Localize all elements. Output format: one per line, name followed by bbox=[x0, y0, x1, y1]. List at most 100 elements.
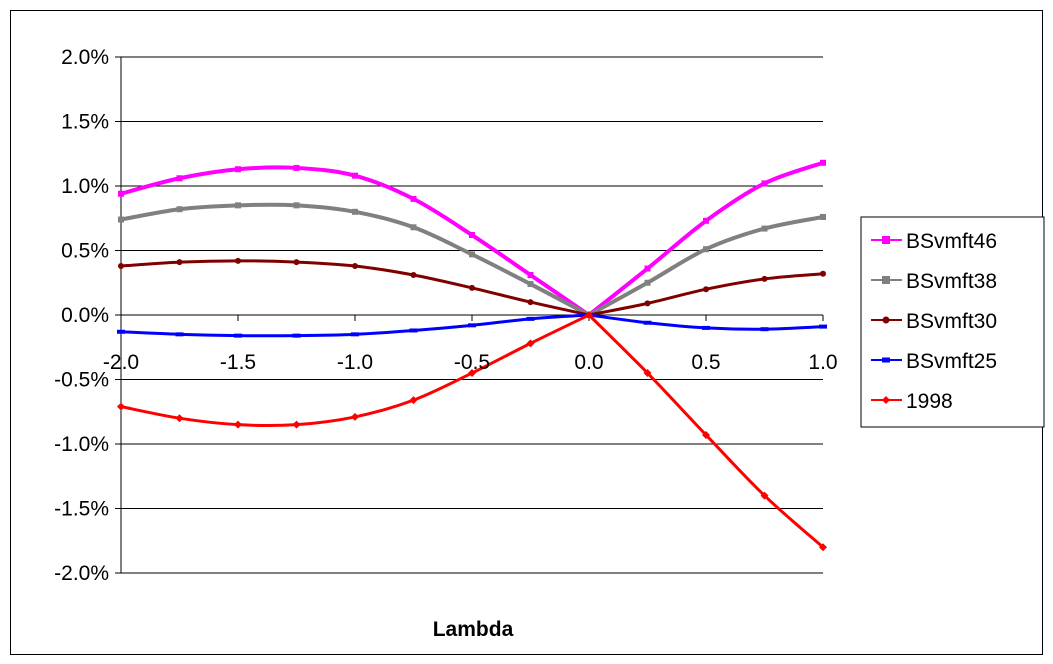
y-tick-label: 1.0% bbox=[61, 175, 109, 198]
data-point bbox=[235, 202, 241, 209]
data-point bbox=[410, 224, 417, 231]
legend-label: BSvmft38 bbox=[906, 270, 997, 293]
data-point bbox=[819, 543, 827, 552]
data-point bbox=[703, 246, 709, 253]
legend-item: BSvmft25 bbox=[871, 350, 997, 373]
data-point bbox=[702, 325, 710, 330]
data-point bbox=[644, 300, 651, 307]
data-point bbox=[176, 206, 183, 213]
data-point bbox=[118, 216, 124, 223]
data-point bbox=[118, 190, 124, 197]
legend-item: 1998 bbox=[871, 390, 953, 413]
data-point bbox=[234, 333, 242, 338]
data-point bbox=[175, 414, 184, 423]
data-point bbox=[235, 166, 241, 173]
series-lines bbox=[117, 159, 827, 552]
y-tick-label: 0.5% bbox=[61, 240, 109, 263]
legend-label: BSvmft46 bbox=[906, 230, 997, 253]
x-tick-label: 1.0 bbox=[808, 351, 837, 374]
legend-marker bbox=[882, 276, 890, 284]
data-point bbox=[643, 320, 652, 325]
series-BSvmft38 bbox=[118, 202, 826, 318]
data-point bbox=[352, 208, 358, 215]
data-point bbox=[643, 369, 652, 378]
legend-item: BSvmft30 bbox=[871, 310, 997, 333]
y-tick-label: 1.5% bbox=[61, 111, 109, 134]
legend-label: 1998 bbox=[906, 390, 953, 413]
data-point bbox=[234, 420, 242, 429]
data-point bbox=[527, 281, 534, 288]
data-point bbox=[410, 272, 417, 279]
series-line bbox=[120, 165, 591, 317]
x-tick-label: -1.0 bbox=[337, 351, 373, 374]
data-point bbox=[468, 323, 476, 328]
data-point bbox=[409, 328, 418, 333]
data-point bbox=[292, 333, 301, 338]
data-point bbox=[761, 275, 768, 282]
x-tick-label: 0.5 bbox=[691, 351, 720, 374]
data-point bbox=[760, 491, 769, 500]
data-point bbox=[644, 279, 651, 286]
legend-label: BSvmft30 bbox=[906, 310, 997, 333]
x-tick-label: 0.0 bbox=[574, 351, 603, 374]
axes bbox=[120, 57, 824, 573]
data-point bbox=[526, 316, 535, 321]
data-point bbox=[176, 259, 183, 266]
data-point bbox=[293, 202, 300, 209]
y-tick-label: -0.5% bbox=[54, 369, 109, 392]
legend-item: BSvmft38 bbox=[871, 270, 997, 293]
legend-marker bbox=[882, 236, 890, 244]
legend-marker bbox=[882, 396, 890, 404]
data-point bbox=[819, 324, 827, 329]
y-tick-label: -2.0% bbox=[54, 562, 109, 585]
data-point bbox=[351, 412, 359, 421]
data-point bbox=[468, 369, 476, 378]
x-tick-label: -1.5 bbox=[220, 351, 256, 374]
data-point bbox=[644, 265, 651, 272]
series-BSvmft30 bbox=[118, 257, 826, 318]
legend-marker bbox=[882, 316, 890, 324]
data-point bbox=[175, 332, 184, 337]
y-tick-labels: 2.0% 1.5% 1.0% 0.5% 0.0% -0.5% -1.0% -1.5% -2.0% bbox=[54, 46, 109, 585]
data-point bbox=[469, 232, 475, 239]
data-point bbox=[761, 180, 768, 187]
data-point bbox=[293, 259, 300, 266]
data-point bbox=[702, 430, 710, 439]
data-point bbox=[292, 420, 301, 429]
x-tick-label: -0.5 bbox=[454, 351, 490, 374]
data-point bbox=[293, 164, 300, 171]
data-point bbox=[410, 195, 417, 202]
data-point bbox=[703, 217, 709, 224]
x-axis-title: Lambda bbox=[433, 618, 514, 641]
series-1998 bbox=[117, 311, 827, 552]
data-point bbox=[527, 272, 534, 279]
data-point bbox=[703, 286, 709, 293]
data-point bbox=[117, 402, 125, 411]
data-point bbox=[820, 270, 826, 277]
data-point bbox=[761, 225, 768, 232]
data-point bbox=[176, 175, 183, 182]
data-point bbox=[118, 262, 124, 269]
x-tick-labels: -2.0 -1.5 -1.0 -0.5 0.0 0.5 1.0 bbox=[103, 351, 838, 374]
data-point bbox=[469, 251, 475, 258]
series-line bbox=[588, 214, 824, 317]
data-point bbox=[235, 257, 241, 264]
legend-box bbox=[860, 216, 1045, 428]
data-point bbox=[469, 284, 475, 291]
y-tick-label: 0.0% bbox=[61, 304, 109, 327]
series-BSvmft46 bbox=[118, 159, 826, 318]
data-point bbox=[526, 339, 535, 348]
legend-item: BSvmft46 bbox=[871, 230, 997, 253]
data-point bbox=[760, 327, 769, 332]
data-point bbox=[585, 311, 593, 319]
data-point bbox=[409, 396, 418, 405]
data-point bbox=[820, 213, 826, 220]
data-point bbox=[352, 172, 358, 179]
y-tick-label: 2.0% bbox=[61, 46, 109, 69]
series-line bbox=[120, 202, 590, 317]
legend: BSvmft46 BSvmft38 BSvmft30 BSvmft25 1998 bbox=[860, 216, 1045, 428]
x-tick-label: -2.0 bbox=[103, 351, 139, 374]
legend-label: BSvmft25 bbox=[906, 350, 997, 373]
data-point bbox=[820, 159, 826, 166]
